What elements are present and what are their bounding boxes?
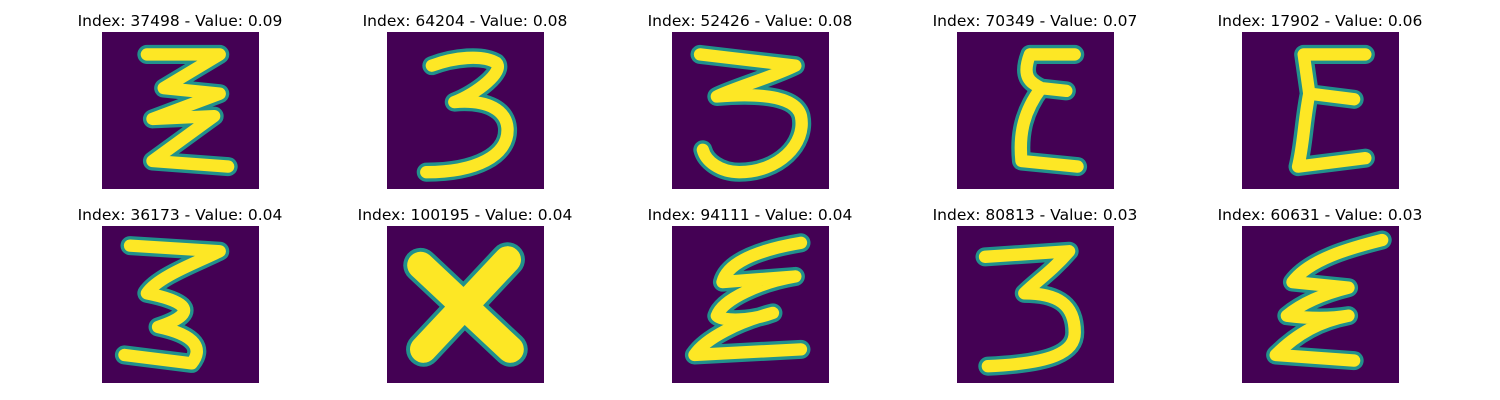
panel-title: Index: 100195 - Value: 0.04 — [357, 206, 573, 224]
sample-image — [957, 226, 1114, 383]
sample-image — [387, 32, 544, 189]
glyph-stroke — [118, 239, 226, 370]
glyph-stroke — [407, 246, 524, 363]
panel-title: Index: 36173 - Value: 0.04 — [77, 206, 283, 224]
sample-image — [672, 226, 829, 383]
glyph-stroke — [693, 48, 808, 179]
glyph-stroke — [1014, 48, 1084, 173]
sample-image — [387, 226, 544, 383]
glyph-stroke — [978, 245, 1081, 373]
panel-title: Index: 17902 - Value: 0.06 — [1217, 12, 1423, 30]
panel-title: Index: 52426 - Value: 0.08 — [647, 12, 853, 30]
glyph-stroke — [420, 51, 514, 179]
panel-title: Index: 60631 - Value: 0.03 — [1217, 206, 1423, 224]
glyph-stroke — [1291, 48, 1372, 173]
sample-image — [102, 32, 259, 189]
glyph-stroke — [140, 48, 235, 173]
panel-title: Index: 94111 - Value: 0.04 — [647, 206, 853, 224]
glyph-stroke — [1269, 233, 1389, 367]
sample-image — [1242, 32, 1399, 189]
panel-title: Index: 37498 - Value: 0.09 — [77, 12, 283, 30]
panel-title: Index: 64204 - Value: 0.08 — [362, 12, 568, 30]
panel-title: Index: 80813 - Value: 0.03 — [932, 206, 1138, 224]
sample-image — [957, 32, 1114, 189]
panel-title: Index: 70349 - Value: 0.07 — [932, 12, 1138, 30]
sample-image — [102, 226, 259, 383]
sample-image — [1242, 226, 1399, 383]
sample-image — [672, 32, 829, 189]
glyph-stroke — [688, 236, 808, 362]
